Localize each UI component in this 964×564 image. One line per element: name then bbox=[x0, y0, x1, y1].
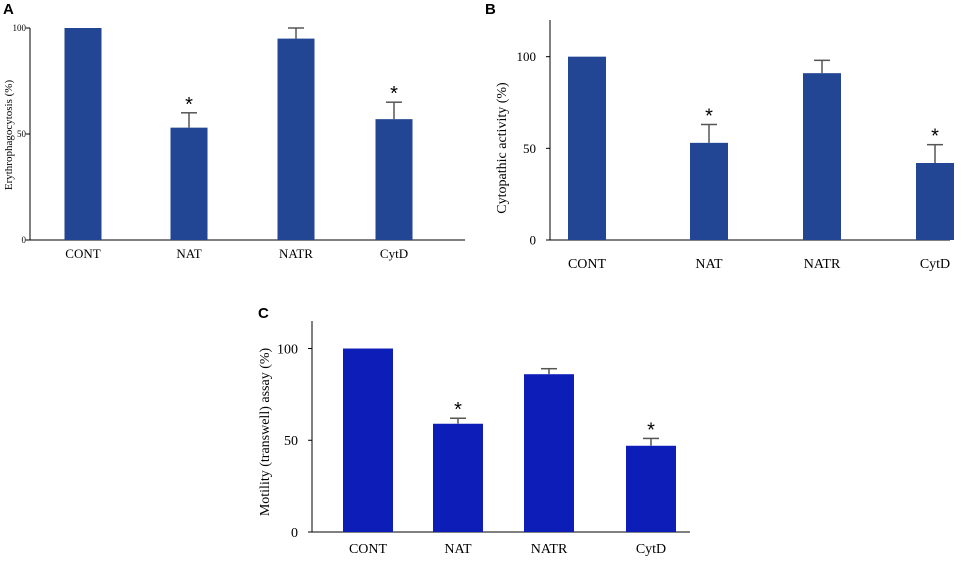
panel-a-y-axis-title: Erythrophagocytosis (%) bbox=[3, 80, 15, 191]
panel-c-y-tick-label: 0 bbox=[291, 526, 298, 541]
panel-c-bar-nat bbox=[433, 423, 483, 532]
panel-a-significance-marker: * bbox=[390, 83, 398, 105]
panel-b-bar-cytd bbox=[916, 163, 954, 240]
panel-b-bar-cont bbox=[568, 56, 606, 240]
panel-b-letter: B bbox=[485, 1, 496, 18]
panel-c-category-label: NAT bbox=[444, 542, 472, 557]
panel-b-y-tick-label: 100 bbox=[517, 49, 537, 64]
panel-a-category-label: CytD bbox=[380, 246, 408, 261]
panel-c-bar-natr bbox=[524, 374, 574, 532]
panel-c-significance-marker: * bbox=[647, 419, 655, 441]
panel-a-y-tick-label: 50 bbox=[17, 129, 27, 139]
panel-c-category-label: CONT bbox=[349, 542, 388, 557]
panel-b-bar-natr bbox=[803, 73, 841, 241]
panel-c-category-label: CytD bbox=[636, 542, 666, 557]
panel-b-category-label: NATR bbox=[804, 257, 841, 272]
panel-b: B Cytopathic activity (%) 0 50 100 CONT * NAT… bbox=[485, 1, 954, 272]
panel-b-y-axis-title: Cytopathic activity (%) bbox=[495, 82, 510, 214]
panel-a-category-label: NATR bbox=[279, 246, 313, 261]
panel-a-category-label: NAT bbox=[176, 246, 201, 261]
panel-a-y-tick-label: 100 bbox=[13, 23, 27, 33]
panel-a-y-tick-label: 0 bbox=[22, 235, 27, 245]
panel-b-category-label: CytD bbox=[920, 257, 950, 272]
panel-b-bar-nat bbox=[690, 142, 728, 240]
panel-a-bar-cont bbox=[64, 28, 102, 240]
panel-a: A Erythrophagocytosis (%) 0 50 100 CONT * NAT… bbox=[3, 1, 465, 261]
panel-b-significance-marker: * bbox=[931, 126, 939, 148]
panel-a-bar-cytd bbox=[375, 119, 413, 240]
panel-b-significance-marker: * bbox=[705, 106, 713, 128]
panel-c-y-tick-label: 50 bbox=[284, 434, 298, 449]
panel-b-category-label: CONT bbox=[568, 257, 607, 272]
panel-c-y-axis-title: Motility (transwell) assay (%) bbox=[258, 347, 273, 516]
panel-a-bar-natr bbox=[277, 38, 315, 240]
panel-b-y-tick-label: 50 bbox=[523, 141, 536, 156]
panel-c-y-tick-label: 100 bbox=[277, 342, 298, 357]
panel-b-y-tick-label: 0 bbox=[530, 233, 537, 248]
panel-a-category-label: CONT bbox=[65, 246, 100, 261]
panel-a-letter: A bbox=[3, 1, 14, 18]
panel-c-significance-marker: * bbox=[454, 399, 462, 421]
panel-a-significance-marker: * bbox=[185, 94, 193, 116]
panel-c-bar-cytd bbox=[626, 445, 676, 532]
panel-c-category-label: NATR bbox=[531, 542, 568, 557]
panel-b-category-label: NAT bbox=[695, 257, 723, 272]
panel-c-bar-cont bbox=[343, 348, 393, 532]
panel-c: C Motility (transwell) assay (%) 0 50 100 C… bbox=[258, 305, 690, 557]
panel-c-letter: C bbox=[258, 305, 269, 322]
panel-a-bar-nat bbox=[170, 127, 208, 240]
